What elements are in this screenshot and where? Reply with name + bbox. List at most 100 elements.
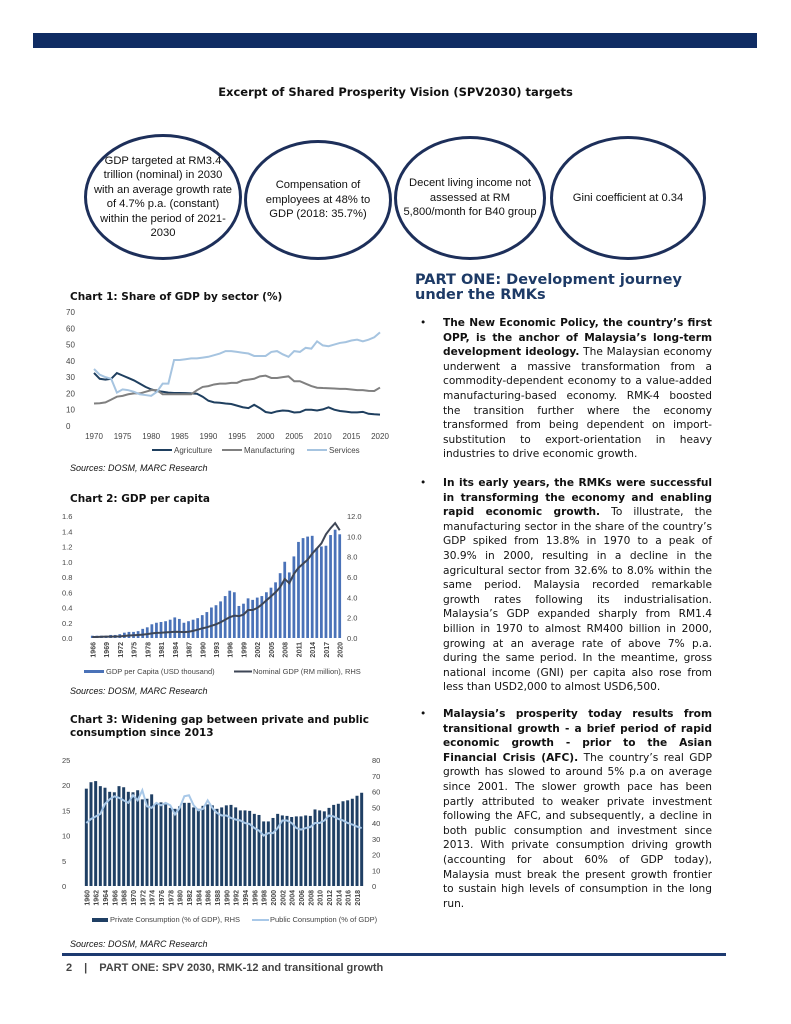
bar-private-consumption bbox=[117, 786, 121, 886]
bar-gdp-per-capita bbox=[283, 561, 287, 638]
chart1-title: Chart 1: Share of GDP by sector (%) bbox=[70, 291, 283, 303]
x-tick-label: 2008 bbox=[283, 642, 290, 658]
y-tick-left: 20 bbox=[62, 781, 70, 790]
bar-private-consumption bbox=[98, 786, 102, 886]
bar-gdp-per-capita bbox=[214, 605, 218, 638]
bar-private-consumption bbox=[229, 804, 233, 886]
bullet-lead: In its early years, the RMKs were succes… bbox=[443, 477, 712, 519]
x-tick-label: 1982 bbox=[187, 890, 194, 906]
y-tick-label: 20 bbox=[66, 389, 75, 398]
bar-private-consumption bbox=[122, 787, 126, 886]
legend-label: Manufacturing bbox=[244, 446, 295, 455]
bar-private-consumption bbox=[150, 794, 154, 886]
y-tick-label: 60 bbox=[66, 324, 75, 333]
bullet-nep: • The New Economic Policy, the country’s … bbox=[420, 316, 712, 462]
x-tick-label: 1980 bbox=[178, 890, 185, 906]
x-tick-label: 2002 bbox=[255, 642, 262, 658]
chart3-source: Sources: DOSM, MARC Research bbox=[70, 939, 208, 949]
bar-gdp-per-capita bbox=[306, 536, 310, 638]
bullet-lead: Malaysia’s prosperity today results from… bbox=[443, 708, 712, 764]
x-tick-label: 1972 bbox=[118, 642, 125, 658]
x-tick-label: 1986 bbox=[206, 890, 213, 906]
bar-private-consumption bbox=[84, 788, 88, 886]
x-tick-label: 1996 bbox=[228, 642, 235, 658]
x-tick-label: 2000 bbox=[271, 890, 278, 906]
bar-gdp-per-capita bbox=[251, 599, 255, 638]
bar-gdp-per-capita bbox=[329, 535, 332, 638]
y-tick-right: 80 bbox=[372, 756, 380, 765]
x-tick-label: 2005 bbox=[269, 642, 276, 658]
x-tick-label: 1995 bbox=[228, 432, 246, 441]
series-line-services bbox=[93, 331, 381, 397]
x-tick-label: 1994 bbox=[243, 890, 250, 906]
bar-private-consumption bbox=[266, 821, 270, 886]
bar-private-consumption bbox=[89, 782, 93, 886]
bar-private-consumption bbox=[94, 781, 98, 886]
bar-private-consumption bbox=[234, 807, 238, 886]
y-tick-right: 10 bbox=[372, 866, 380, 875]
target-circle-living-income: Decent living income not assessed at RM … bbox=[394, 136, 546, 260]
x-tick-label: 1985 bbox=[171, 432, 189, 441]
bar-gdp-per-capita bbox=[265, 592, 268, 638]
x-tick-label: 1978 bbox=[168, 890, 175, 906]
x-tick-label: 1975 bbox=[132, 642, 139, 658]
bar-private-consumption bbox=[196, 808, 200, 886]
bar-gdp-per-capita bbox=[333, 529, 337, 638]
bar-private-consumption bbox=[182, 802, 186, 886]
x-tick-label: 1990 bbox=[200, 432, 218, 441]
bullet-lead: The New Economic Policy, the country’s f… bbox=[443, 317, 712, 359]
bar-private-consumption bbox=[215, 808, 219, 886]
y-tick-right: 50 bbox=[372, 803, 380, 812]
bar-gdp-per-capita bbox=[320, 546, 323, 638]
x-tick-label: 1993 bbox=[214, 642, 221, 658]
bar-gdp-per-capita bbox=[210, 607, 213, 638]
x-tick-label: 1984 bbox=[196, 890, 203, 906]
x-tick-label: 1970 bbox=[85, 432, 103, 441]
y-tick-label: 30 bbox=[66, 373, 75, 382]
bar-gdp-per-capita bbox=[155, 622, 158, 638]
y-tick-left: 10 bbox=[62, 832, 70, 841]
y-tick-label: 50 bbox=[66, 341, 75, 350]
bar-gdp-per-capita bbox=[338, 534, 342, 638]
x-tick-label: 1990 bbox=[224, 890, 231, 906]
series-line-agriculture bbox=[93, 371, 381, 416]
x-tick-label: 1966 bbox=[112, 890, 119, 906]
bar-private-consumption bbox=[327, 807, 331, 886]
bar-gdp-per-capita bbox=[310, 535, 314, 638]
bar-private-consumption bbox=[252, 813, 256, 886]
y-tick-left: 0.2 bbox=[62, 619, 72, 628]
x-tick-label: 1998 bbox=[262, 890, 269, 906]
y-tick-right: 0 bbox=[372, 882, 376, 891]
x-tick-label: 1978 bbox=[145, 642, 152, 658]
bar-gdp-per-capita bbox=[324, 545, 328, 638]
x-tick-label: 1974 bbox=[150, 890, 157, 906]
x-tick-label: 2016 bbox=[346, 890, 353, 906]
chart3-title: Chart 3: Widening gap between private an… bbox=[70, 714, 370, 739]
bar-gdp-per-capita bbox=[205, 612, 209, 638]
chart1-share-of-gdp: 0 10 20 30 40 50 60 70 1970 1975 1980 1985 1990 1995 2… bbox=[66, 308, 389, 455]
x-tick-label: 1970 bbox=[131, 890, 138, 906]
y-tick-right: 4.0 bbox=[347, 593, 357, 602]
bar-private-consumption bbox=[271, 817, 275, 886]
bar-private-consumption bbox=[173, 808, 177, 886]
target-circle-gini: Gini coefficient at 0.34 bbox=[550, 136, 706, 260]
x-tick-label: 1987 bbox=[187, 642, 194, 658]
legend-label: Agriculture bbox=[174, 446, 213, 455]
y-tick-left: 0.4 bbox=[62, 604, 72, 613]
x-tick-label: 1969 bbox=[104, 642, 111, 658]
x-tick-label: 2014 bbox=[336, 890, 343, 906]
bar-gdp-per-capita bbox=[301, 538, 305, 638]
bar-private-consumption bbox=[136, 790, 140, 886]
y-tick-label: 0 bbox=[66, 422, 71, 431]
bar-gdp-per-capita bbox=[145, 627, 149, 638]
bar-gdp-per-capita bbox=[164, 621, 167, 638]
y-tick-label: 40 bbox=[66, 357, 75, 366]
target-circle-compensation: Compensation of employees at 48% to GDP … bbox=[244, 140, 392, 260]
series-line-public-consumption bbox=[85, 787, 362, 837]
x-tick-label: 2010 bbox=[318, 890, 325, 906]
y-tick-right: 2.0 bbox=[347, 614, 357, 623]
bar-private-consumption bbox=[318, 810, 322, 886]
x-tick-label: 1962 bbox=[94, 890, 101, 906]
legend-label: Services bbox=[329, 446, 360, 455]
